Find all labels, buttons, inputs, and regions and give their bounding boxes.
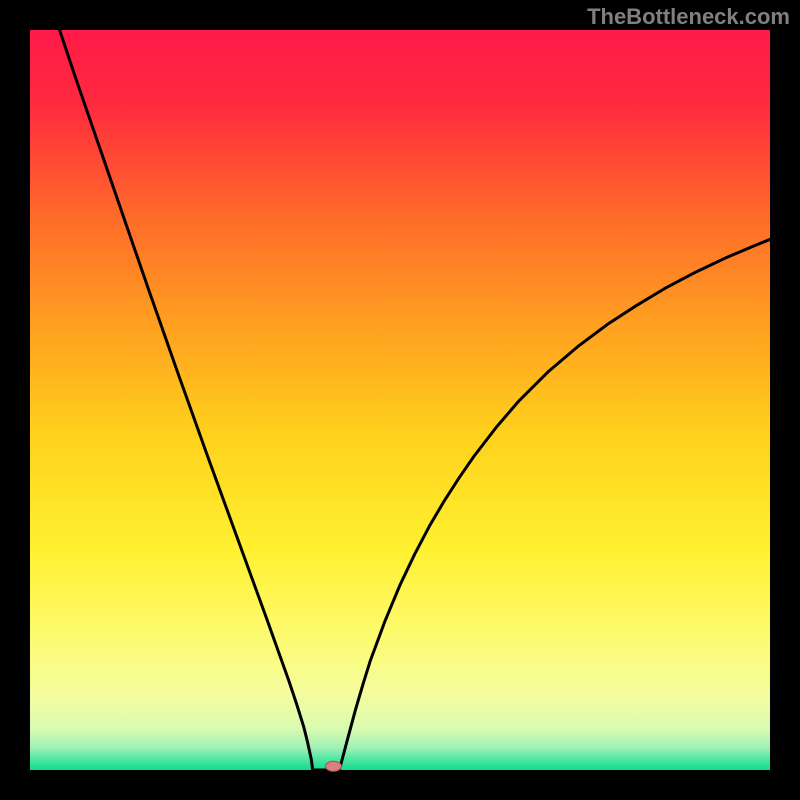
gradient-background [30,30,770,770]
bottleneck-chart [0,0,800,800]
optimal-point-marker [325,761,341,771]
watermark-text: TheBottleneck.com [587,4,790,30]
chart-container: TheBottleneck.com [0,0,800,800]
